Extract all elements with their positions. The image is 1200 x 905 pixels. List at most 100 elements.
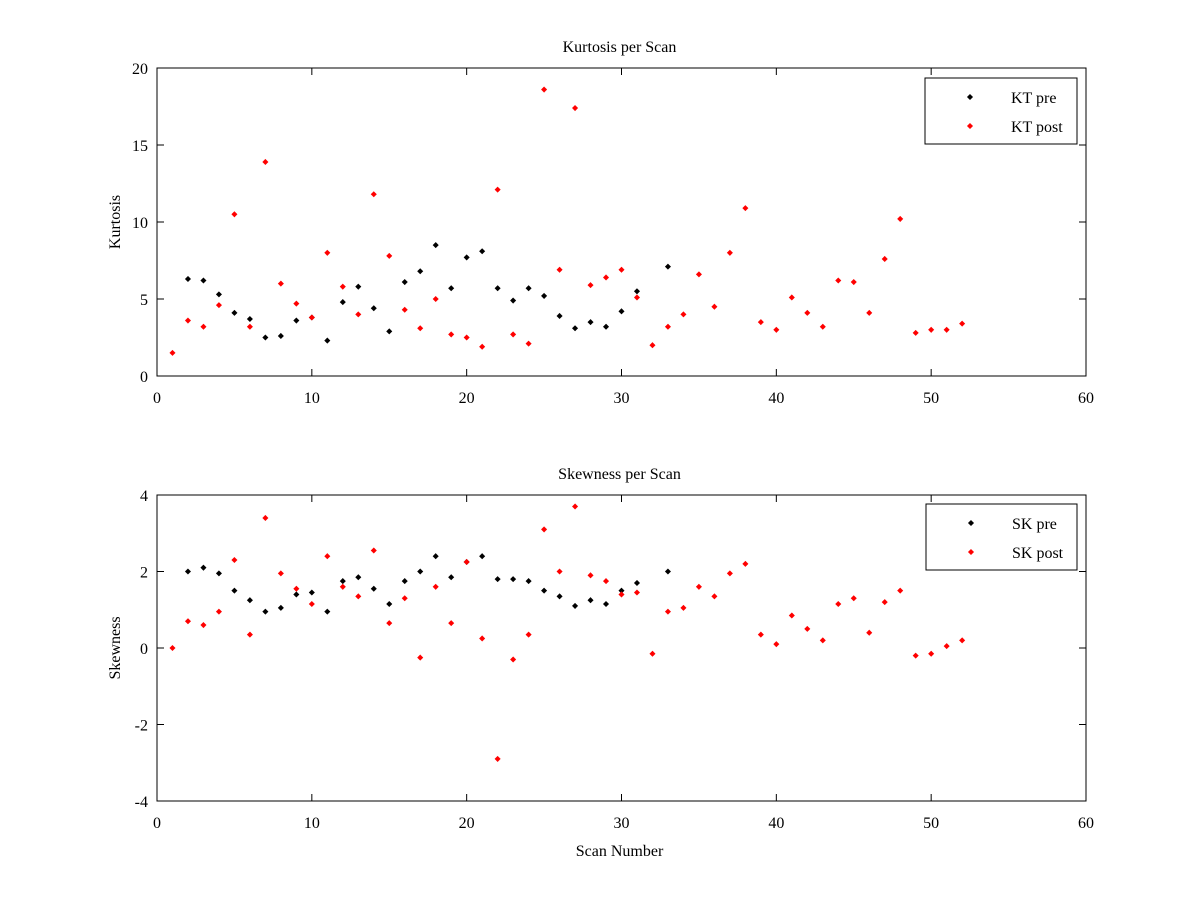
y-tick-label: 0 [140,641,148,658]
data-point [215,570,222,577]
data-point [757,631,764,638]
data-point [618,308,625,315]
data-point [959,320,966,327]
x-tick-label: 10 [304,815,320,832]
data-point [711,593,718,600]
data-point [525,340,532,347]
data-point [355,283,362,290]
data-point [850,595,857,602]
data-point [572,105,579,112]
data-point [788,294,795,301]
data-point [711,303,718,310]
data-point [339,299,346,306]
chart-title: Kurtosis per Scan [563,39,677,56]
x-tick-label: 60 [1078,815,1094,832]
y-tick-label: 2 [140,565,148,582]
data-point [417,568,424,575]
data-point [587,597,594,604]
series-kt-post [169,86,966,356]
data-point [680,311,687,318]
data-point [912,652,919,659]
data-point [308,314,315,321]
data-point [525,631,532,638]
data-point [293,591,300,598]
data-point [463,254,470,261]
series-sk-pre [184,553,671,615]
x-tick-label: 50 [923,390,939,407]
data-point [897,215,904,222]
data-point [324,608,331,615]
data-point [556,593,563,600]
data-point [386,328,393,335]
legend-box [924,77,1078,145]
data-point [556,266,563,273]
data-point [386,252,393,259]
data-point [401,595,408,602]
data-point [339,578,346,585]
x-tick-label: 40 [768,815,784,832]
legend-label: SK post [1012,545,1064,562]
data-point [448,620,455,627]
data-point [494,285,501,292]
data-point [494,576,501,583]
data-point [184,275,191,283]
data-point [262,334,269,341]
data-point [835,277,842,284]
x-tick-label: 40 [768,390,784,407]
y-tick-label: 15 [132,138,148,155]
data-point [773,641,780,648]
data-point [246,323,253,330]
data-point [339,583,346,590]
data-point [169,644,176,652]
data-point [525,578,532,585]
data-point [897,587,904,594]
data-point [572,503,579,510]
data-point [386,620,393,627]
data-point [370,191,377,198]
data-point [308,589,315,596]
data-point [231,587,238,594]
data-point [541,526,548,533]
data-point [819,637,826,644]
data-point [510,331,517,338]
legend-marker [966,93,974,101]
x-tick-label: 30 [614,815,630,832]
data-point [572,602,579,609]
data-point [633,579,641,586]
x-tick-label: 20 [459,390,475,407]
data-point [432,553,439,560]
data-point [370,585,377,592]
y-tick-label: -2 [135,718,148,735]
data-point [664,568,671,575]
data-point [448,285,455,292]
data-point [277,280,284,287]
data-point [215,291,222,298]
data-point [417,268,424,275]
data-point [200,323,207,330]
data-point [401,578,408,585]
legend-marker [967,519,975,527]
data-point [215,302,222,309]
data-point [633,294,641,301]
data-point [246,631,253,638]
data-point [943,326,950,333]
x-tick-label: 10 [304,390,320,407]
x-tick-label: 50 [923,815,939,832]
data-point [370,305,377,312]
legend-1: KT pre KT post [924,77,1078,145]
data-point [324,337,331,344]
data-point [633,288,641,295]
data-point [231,211,238,218]
data-point [680,604,687,611]
data-point [757,319,764,326]
data-point [541,86,548,93]
data-point [277,332,284,339]
data-point [541,292,548,299]
x-tick-label: 0 [153,390,161,407]
data-point [556,312,563,319]
data-point [664,263,671,270]
data-point [386,600,393,608]
data-point [602,600,610,608]
data-point [339,283,346,290]
series-sk-post [169,503,966,762]
